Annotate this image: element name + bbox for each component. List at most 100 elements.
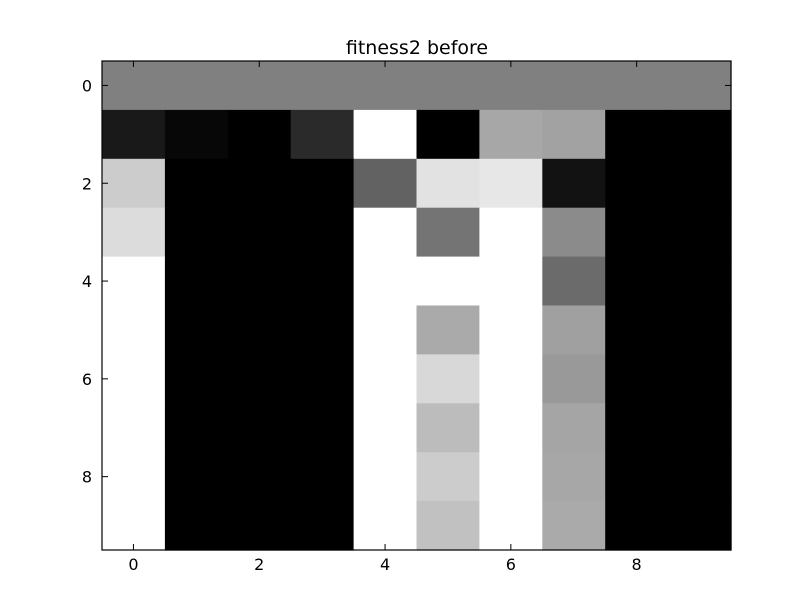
heatmap-cell-r6-c0 [102, 354, 166, 404]
heatmap-cell-r7-c2 [227, 403, 292, 453]
x-tick-label-4: 8 [632, 555, 642, 574]
heatmap-cell-r9-c0 [102, 501, 166, 551]
heatmap-cell-r6-c1 [164, 354, 229, 404]
heatmap-cell-r5-c4 [353, 305, 418, 355]
heatmap-cell-r3-c2 [227, 207, 292, 258]
heatmap-cell-r8-c7 [542, 452, 606, 502]
heatmap-cell-r4-c8 [605, 256, 669, 307]
heatmap-cell-r2-c9 [668, 158, 732, 209]
heatmap-cell-r2-c5 [416, 158, 480, 209]
heatmap-cell-r1-c0 [102, 109, 166, 160]
heatmap-cell-r0-c8 [605, 61, 669, 111]
heatmap-cell-r2-c6 [479, 158, 543, 209]
heatmap-cell-r8-c2 [227, 452, 292, 502]
heatmap-cell-r8-c4 [353, 452, 418, 502]
heatmap-cell-r4-c9 [668, 256, 732, 307]
heatmap-cell-r0-c1 [164, 61, 229, 111]
heatmap-cell-r2-c0 [102, 158, 166, 209]
heatmap-cell-r4-c6 [479, 256, 543, 307]
heatmap-cell-r7-c6 [479, 403, 543, 453]
heatmap-cell-r9-c2 [227, 501, 292, 551]
heatmap-cell-r6-c7 [542, 354, 606, 404]
heatmap-cells [102, 61, 732, 551]
heatmap-cell-r1-c2 [227, 109, 292, 160]
heatmap-cell-r5-c6 [479, 305, 543, 355]
heatmap-cell-r2-c2 [227, 158, 292, 209]
heatmap-cell-r9-c9 [668, 501, 732, 551]
heatmap-cell-r4-c1 [164, 256, 229, 307]
heatmap-cell-r1-c8 [605, 109, 669, 160]
heatmap-cell-r3-c7 [542, 207, 606, 258]
heatmap-cell-r5-c8 [605, 305, 669, 355]
heatmap-cell-r2-c3 [290, 158, 355, 209]
heatmap-cell-r9-c6 [479, 501, 543, 551]
heatmap-cell-r8-c8 [605, 452, 669, 502]
heatmap-cell-r4-c5 [416, 256, 480, 307]
y-tick-label-1: 2 [82, 174, 92, 193]
heatmap-cell-r7-c7 [542, 403, 606, 453]
heatmap-cell-r3-c9 [668, 207, 732, 258]
heatmap-cell-r6-c2 [227, 354, 292, 404]
heatmap-cell-r6-c3 [290, 354, 355, 404]
heatmap-cell-r1-c4 [353, 109, 418, 160]
heatmap-cell-r5-c5 [416, 305, 480, 355]
heatmap-cell-r1-c7 [542, 109, 606, 160]
heatmap-cell-r3-c4 [353, 207, 418, 258]
heatmap-cell-r2-c1 [164, 158, 229, 209]
heatmap-cell-r2-c8 [605, 158, 669, 209]
heatmap-cell-r6-c9 [668, 354, 732, 404]
heatmap-cell-r6-c6 [479, 354, 543, 404]
heatmap-cell-r6-c8 [605, 354, 669, 404]
heatmap-cell-r3-c3 [290, 207, 355, 258]
heatmap-cell-r7-c3 [290, 403, 355, 453]
chart-title: fitness2 before [346, 37, 488, 59]
heatmap-cell-r1-c6 [479, 109, 543, 160]
heatmap-cell-r5-c2 [227, 305, 292, 355]
heatmap-cell-r4-c7 [542, 256, 606, 307]
heatmap-cell-r8-c1 [164, 452, 229, 502]
heatmap-cell-r9-c3 [290, 501, 355, 551]
heatmap-cell-r5-c7 [542, 305, 606, 355]
heatmap-cell-r3-c1 [164, 207, 229, 258]
plot-frame [101, 60, 732, 551]
heatmap-cell-r8-c9 [668, 452, 732, 502]
x-tick-label-2: 4 [380, 555, 390, 574]
x-tick-label-0: 0 [128, 555, 138, 574]
heatmap-cell-r0-c6 [479, 61, 543, 111]
heatmap-cell-r5-c3 [290, 305, 355, 355]
heatmap-cell-r4-c0 [102, 256, 166, 307]
heatmap-cell-r9-c5 [416, 501, 480, 551]
y-tick-label-0: 0 [82, 76, 92, 95]
heatmap-cell-r8-c5 [416, 452, 480, 502]
heatmap-cell-r5-c9 [668, 305, 732, 355]
heatmap-cell-r4-c3 [290, 256, 355, 307]
heatmap-cell-r0-c0 [102, 61, 166, 111]
heatmap-cell-r0-c2 [227, 61, 292, 111]
heatmap-cell-r8-c3 [290, 452, 355, 502]
axis-ticks: 0 2 4 6 8 0 2 4 6 8 [82, 61, 731, 574]
x-tick-label-1: 2 [254, 555, 264, 574]
heatmap-cell-r1-c1 [164, 109, 229, 160]
heatmap-cell-r5-c0 [102, 305, 166, 355]
heatmap-cell-r4-c2 [227, 256, 292, 307]
heatmap-cell-r4-c4 [353, 256, 418, 307]
heatmap-cell-r5-c1 [164, 305, 229, 355]
x-tick-label-3: 6 [506, 555, 516, 574]
heatmap-cell-r0-c9 [668, 61, 732, 111]
heatmap-cell-r8-c0 [102, 452, 166, 502]
heatmap-cell-r7-c4 [353, 403, 418, 453]
heatmap-cell-r2-c7 [542, 158, 606, 209]
heatmap-cell-r7-c1 [164, 403, 229, 453]
heatmap-cell-r7-c9 [668, 403, 732, 453]
heatmap-cell-r9-c4 [353, 501, 418, 551]
y-tick-label-4: 8 [82, 468, 92, 487]
heatmap-cell-r3-c8 [605, 207, 669, 258]
heatmap-cell-r0-c5 [416, 61, 480, 111]
heatmap-cell-r7-c5 [416, 403, 480, 453]
y-tick-label-2: 4 [82, 272, 92, 291]
heatmap-cell-r3-c6 [479, 207, 543, 258]
y-tick-label-3: 6 [82, 370, 92, 389]
heatmap-cell-r9-c1 [164, 501, 229, 551]
heatmap-cell-r9-c7 [542, 501, 606, 551]
